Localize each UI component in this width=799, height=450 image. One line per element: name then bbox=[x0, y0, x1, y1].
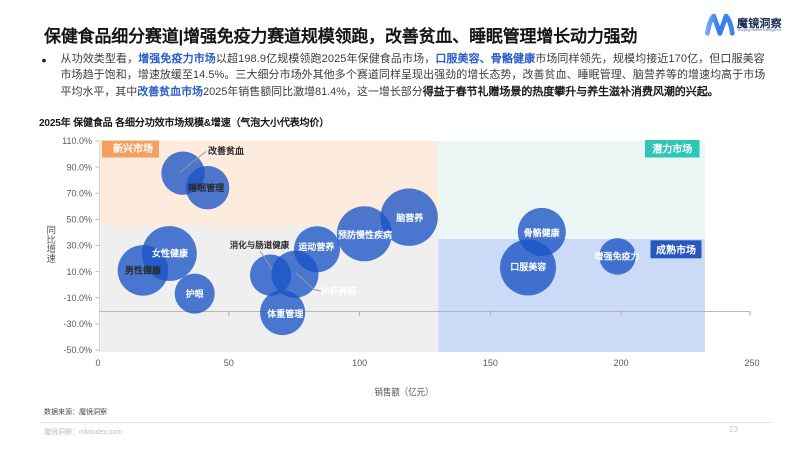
svg-text:200: 200 bbox=[614, 358, 629, 368]
svg-text:运动营养: 运动营养 bbox=[298, 241, 334, 252]
svg-text:护眼: 护眼 bbox=[186, 288, 204, 299]
svg-text:速: 速 bbox=[47, 254, 57, 265]
svg-text:口服美容: 口服美容 bbox=[510, 261, 546, 272]
svg-text:消化与肠道健康: 消化与肠道健康 bbox=[230, 240, 290, 250]
svg-text:同: 同 bbox=[47, 226, 57, 237]
svg-text:100: 100 bbox=[352, 358, 367, 368]
svg-text:110.0%: 110.0% bbox=[62, 136, 92, 146]
svg-text:比: 比 bbox=[47, 234, 57, 246]
svg-text:销售额（亿元）: 销售额（亿元） bbox=[375, 387, 434, 399]
svg-text:增: 增 bbox=[47, 244, 57, 256]
svg-text:潜力市场: 潜力市场 bbox=[652, 143, 692, 156]
svg-text:50.0%: 50.0% bbox=[66, 215, 92, 225]
svg-text:体重管理: 体重管理 bbox=[267, 308, 303, 319]
svg-text:增强免疫力: 增强免疫力 bbox=[594, 251, 639, 262]
svg-text:10.0%: 10.0% bbox=[66, 267, 92, 277]
svg-text:预防慢性疾病: 预防慢性疾病 bbox=[338, 229, 392, 240]
svg-text:-10.0%: -10.0% bbox=[63, 293, 92, 303]
svg-text:0: 0 bbox=[95, 358, 100, 368]
svg-text:250: 250 bbox=[744, 358, 759, 368]
svg-text:-50.0%: -50.0% bbox=[63, 345, 92, 355]
svg-text:30.0%: 30.0% bbox=[66, 241, 92, 251]
svg-text:脑营养: 脑营养 bbox=[395, 212, 423, 223]
svg-text:新兴市场: 新兴市场 bbox=[113, 142, 153, 155]
svg-text:女性健康: 女性健康 bbox=[152, 248, 189, 259]
svg-text:改善贫血: 改善贫血 bbox=[208, 145, 244, 156]
svg-text:成熟市场: 成熟市场 bbox=[656, 243, 696, 256]
svg-text:睡眠管理: 睡眠管理 bbox=[188, 182, 224, 193]
svg-text:150: 150 bbox=[483, 358, 498, 368]
svg-text:70.0%: 70.0% bbox=[66, 188, 92, 198]
svg-text:90.0%: 90.0% bbox=[66, 162, 92, 172]
svg-text:-30.0%: -30.0% bbox=[63, 319, 92, 329]
svg-text:男性健康: 男性健康 bbox=[125, 265, 162, 276]
svg-text:骨骼健康: 骨骼健康 bbox=[524, 227, 561, 238]
svg-text:50: 50 bbox=[224, 358, 234, 368]
svg-text:护肝养肝: 护肝养肝 bbox=[320, 286, 356, 297]
